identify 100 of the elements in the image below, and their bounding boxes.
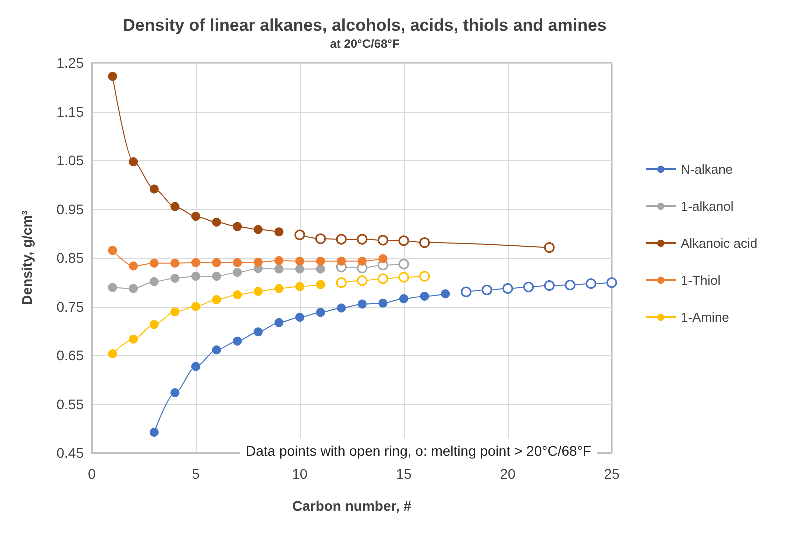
point	[502, 283, 514, 294]
point	[544, 280, 555, 292]
point	[254, 258, 263, 267]
legend-label: 1-Thiol	[681, 273, 721, 288]
point	[606, 278, 618, 288]
y-tick-label: 0.95	[56, 201, 84, 218]
point	[296, 264, 304, 274]
point	[420, 271, 430, 282]
y-tick-label: 0.65	[56, 348, 84, 364]
point	[296, 312, 304, 322]
point	[192, 272, 200, 282]
point	[129, 262, 138, 271]
y-axis-title: Density, g/cm³	[19, 210, 35, 306]
point	[212, 272, 222, 282]
point	[296, 256, 304, 266]
point	[316, 308, 326, 318]
point	[254, 287, 263, 296]
point	[129, 334, 138, 344]
x-tick-label: 10	[292, 466, 308, 482]
point	[274, 318, 284, 328]
x-tick-label: 20	[500, 466, 516, 482]
point	[254, 328, 263, 337]
y-tick-label: 0.75	[56, 298, 84, 315]
point	[316, 234, 326, 244]
point	[420, 292, 430, 302]
point	[378, 298, 388, 308]
point	[378, 235, 388, 246]
point	[274, 284, 284, 294]
point	[378, 274, 388, 284]
point	[150, 320, 159, 330]
x-tick-label: 25	[604, 466, 620, 482]
point	[482, 284, 492, 296]
y-tick-label: 0.45	[56, 445, 84, 461]
y-tick-label: 1.25	[56, 55, 84, 71]
point	[212, 218, 222, 227]
annotation: Data points with open ring, o: melting point > 20°C/68°F	[246, 443, 592, 459]
point	[316, 280, 326, 290]
point	[108, 350, 118, 359]
x-tick-label: 0	[88, 466, 96, 482]
point	[274, 256, 284, 266]
point	[274, 228, 284, 237]
point	[378, 254, 388, 264]
x-tick-label: 15	[396, 466, 412, 482]
point	[108, 283, 118, 292]
point	[150, 428, 159, 438]
point	[212, 295, 222, 304]
point	[316, 256, 326, 266]
point	[274, 264, 284, 274]
point	[192, 212, 200, 222]
y-tick-label: 1.05	[56, 152, 84, 168]
point	[192, 362, 200, 372]
point	[170, 258, 180, 268]
legend-label: 1-alkanol	[681, 199, 734, 214]
point	[398, 259, 410, 270]
point	[212, 258, 222, 268]
point	[441, 290, 450, 299]
point	[524, 282, 534, 293]
point	[108, 72, 118, 82]
x-axis-title: Carbon number, #	[292, 498, 412, 514]
point	[233, 268, 242, 278]
point	[150, 184, 159, 194]
point	[337, 256, 346, 266]
y-tick-label: 0.55	[56, 396, 84, 412]
point	[357, 234, 368, 245]
point	[254, 225, 263, 234]
point	[170, 308, 180, 317]
y-tick-label: 1.15	[56, 104, 84, 120]
point	[233, 336, 242, 346]
point	[358, 300, 367, 309]
point	[336, 278, 347, 288]
point	[212, 346, 222, 355]
point	[108, 246, 118, 256]
point	[336, 234, 347, 245]
point	[192, 302, 200, 312]
point	[565, 280, 576, 291]
point	[316, 264, 326, 274]
point	[586, 278, 596, 290]
point	[358, 256, 367, 266]
point	[337, 304, 346, 313]
point	[129, 284, 138, 294]
legend-label: Alkanoic acid	[681, 236, 758, 251]
point	[294, 230, 306, 240]
y-tick-label: 0.85	[56, 250, 84, 266]
point	[170, 388, 180, 398]
point	[233, 258, 242, 268]
point	[192, 258, 200, 268]
legend-label: 1-Amine	[681, 310, 730, 325]
chart-subtitle: at 20°C/68°F	[330, 37, 400, 51]
point	[233, 222, 242, 232]
point	[170, 274, 180, 283]
point	[461, 286, 472, 298]
point	[357, 276, 368, 286]
legend-label: N-alkane	[681, 162, 734, 177]
point	[398, 236, 410, 246]
point	[129, 157, 138, 166]
point	[233, 290, 242, 300]
point	[150, 258, 159, 268]
point	[400, 294, 408, 304]
point	[420, 238, 430, 248]
chart-title: Density of linear alkanes, alcohols, acids, thiols and amines	[123, 16, 607, 35]
